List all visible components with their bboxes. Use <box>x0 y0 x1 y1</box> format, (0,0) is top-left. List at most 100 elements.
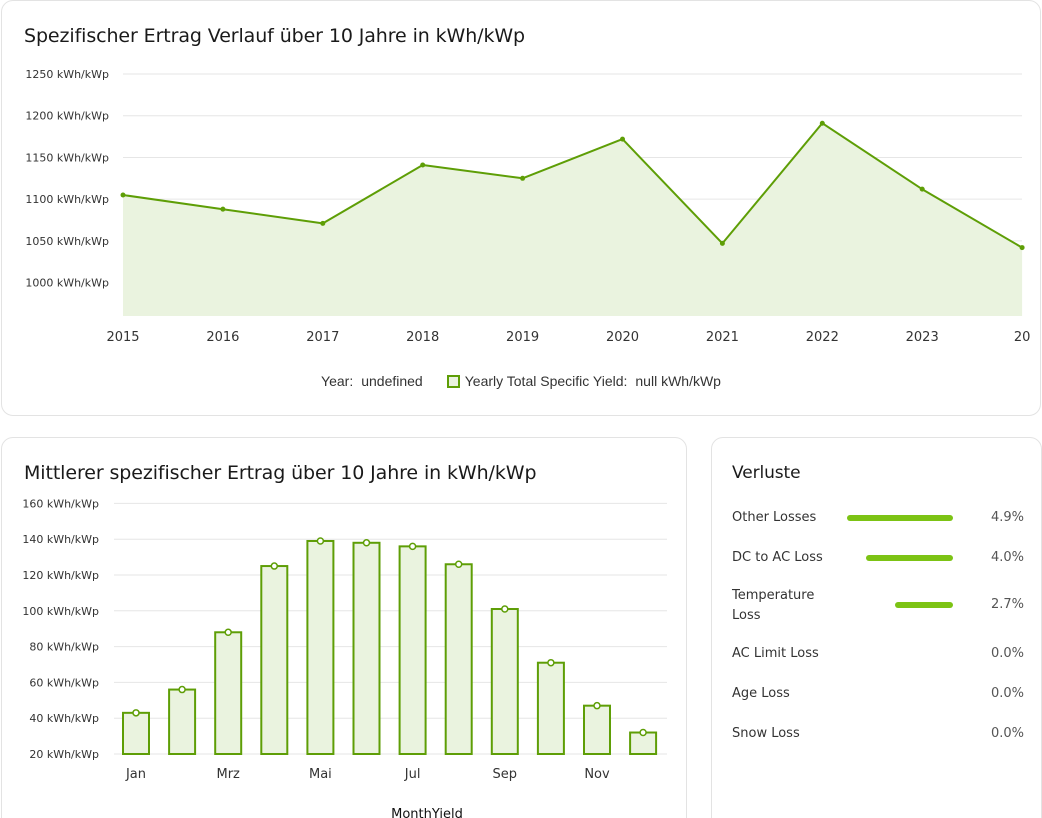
y-tick-label: 120 kWh/kWp <box>22 569 99 582</box>
bar <box>583 704 611 756</box>
y-tick-label: 1000 kWh/kWp <box>25 277 109 290</box>
x-tick-label: Nov <box>584 767 610 782</box>
yearly-yield-card: Spezifischer Ertrag Verlauf über 10 Jahr… <box>1 0 1041 416</box>
bar-marker <box>547 658 555 667</box>
loss-value: 4.0% <box>990 550 1024 565</box>
x-axis-label: MonthYield <box>391 807 463 818</box>
loss-value: 4.9% <box>990 510 1024 525</box>
loss-value: 0.0% <box>990 726 1024 741</box>
bar-marker <box>362 539 371 547</box>
legend-year-value: undefined <box>361 373 423 389</box>
data-point <box>620 136 625 142</box>
x-tick-label: 2017 <box>306 330 339 345</box>
legend-series[interactable]: Yearly Total Specific Yield: null kWh/kW… <box>446 373 721 389</box>
data-point <box>719 240 725 246</box>
loss-row: AC Limit Loss 0.0% <box>732 644 1024 684</box>
bar <box>352 541 381 755</box>
loss-row: Temperature Loss 2.7% <box>732 586 1024 626</box>
data-point <box>819 120 825 126</box>
data-point <box>919 186 925 192</box>
bar-marker <box>270 562 279 570</box>
bar <box>490 608 519 755</box>
x-tick-label: 2023 <box>906 330 939 345</box>
loss-row: DC to AC Loss 4.0% <box>732 548 1024 588</box>
x-tick-label: Jan <box>125 767 146 782</box>
losses-card: Verluste Other Losses 4.9% DC to AC Loss 4.… <box>711 437 1042 818</box>
loss-row: Snow Loss 0.0% <box>732 724 1024 764</box>
x-tick-label: 20 <box>1014 330 1031 345</box>
y-tick-label: 140 kWh/kWp <box>22 533 99 546</box>
monthly-yield-card: Mittlerer spezifischer Ertrag über 10 Ja… <box>1 437 687 818</box>
loss-value: 0.0% <box>990 646 1024 661</box>
monthly-yield-chart: 20 kWh/kWp 40 kWh/kWp 60 kWh/kWp 80 kWh/kWp… <box>22 497 667 818</box>
bar-marker <box>639 728 647 737</box>
loss-label: Age Loss <box>732 686 790 701</box>
bar-marker <box>593 701 601 710</box>
data-point <box>220 206 226 212</box>
loss-value: 0.0% <box>990 686 1024 701</box>
x-tick-label: 2020 <box>606 330 639 345</box>
data-point <box>120 192 126 198</box>
bar <box>536 661 565 756</box>
bar <box>444 563 473 756</box>
y-tick-label: 100 kWh/kWp <box>22 605 99 618</box>
loss-label: Other Losses <box>732 510 817 525</box>
series-area <box>123 123 1023 316</box>
y-tick-label: 160 kWh/kWp <box>22 497 99 510</box>
loss-label: AC Limit Loss <box>732 646 819 661</box>
series-line <box>122 122 1023 249</box>
bar <box>168 688 197 755</box>
y-tick-label: 20 kWh/kWp <box>29 748 99 761</box>
legend-year-label: Year <box>321 373 350 389</box>
x-tick-label: 2021 <box>706 330 739 345</box>
y-tick-label: 40 kWh/kWp <box>29 712 99 725</box>
x-tick-label: 2019 <box>506 330 539 345</box>
bar <box>122 711 150 755</box>
loss-value: 2.7% <box>990 597 1024 612</box>
x-tick-label: 2015 <box>106 330 139 345</box>
data-point <box>1019 245 1025 251</box>
y-tick-label: 1150 kWh/kWp <box>25 151 109 164</box>
x-tick-label: Jul <box>404 767 421 782</box>
bar <box>306 539 335 755</box>
data-point <box>520 175 526 181</box>
monthly-yield-title: Mittlerer spezifischer Ertrag über 10 Ja… <box>24 462 537 484</box>
yearly-yield-title: Spezifischer Ertrag Verlauf über 10 Jahr… <box>24 25 526 47</box>
bar-marker <box>454 560 463 569</box>
bar-marker <box>316 537 325 545</box>
bar <box>260 565 289 755</box>
loss-label: DC to AC Loss <box>732 550 823 565</box>
legend-series-swatch <box>446 374 460 388</box>
x-tick-label: Mai <box>309 767 332 782</box>
data-point <box>420 162 426 168</box>
bar-marker <box>132 709 140 717</box>
y-tick-label: 1100 kWh/kWp <box>25 193 109 206</box>
legend-series-label: Yearly Total Specific Yield <box>464 373 624 389</box>
loss-label: Temperature Loss <box>732 588 815 623</box>
y-tick-label: 80 kWh/kWp <box>29 641 99 654</box>
bar-marker <box>178 685 186 694</box>
bar-marker <box>501 605 509 613</box>
bar <box>398 545 427 755</box>
x-tick-label: 2022 <box>806 330 839 345</box>
y-tick-label: 1200 kWh/kWp <box>25 110 109 123</box>
legend-year: Year: undefined <box>321 373 423 389</box>
yearly-chart-legend: Year: undefined Yearly Total Specific Yi… <box>2 373 1040 389</box>
x-tick-label: Sep <box>493 767 518 782</box>
y-tick-label: 1250 kWh/kWp <box>25 68 109 81</box>
loss-label: Snow Loss <box>732 726 800 741</box>
y-tick-label: 1050 kWh/kWp <box>25 235 109 248</box>
loss-bar <box>866 555 953 561</box>
loss-bar <box>894 602 953 608</box>
loss-row: Other Losses 4.9% <box>732 508 1024 548</box>
y-tick-label: 60 kWh/kWp <box>29 676 99 689</box>
data-point <box>320 220 326 226</box>
loss-bar <box>847 515 953 521</box>
losses-title: Verluste <box>732 463 801 483</box>
yearly-yield-chart: 1000 kWh/kWp 1050 kWh/kWp 1100 kWh/kWp 1150… <box>25 68 1031 345</box>
x-tick-label: 2018 <box>406 330 439 345</box>
bar-marker <box>224 628 232 637</box>
bar-marker <box>408 542 417 551</box>
legend-series-value: null kWh/kWp <box>635 373 721 389</box>
bar <box>214 631 243 755</box>
